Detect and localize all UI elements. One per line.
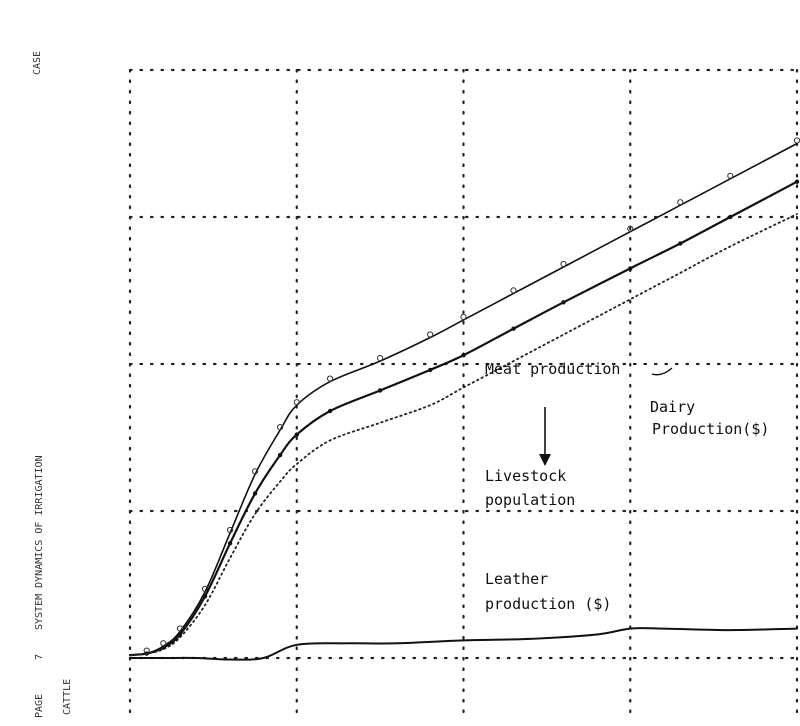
data-point — [201, 585, 209, 593]
data-point — [277, 452, 283, 458]
margin-page: PAGE — [34, 694, 45, 718]
data-point — [627, 225, 634, 232]
data-point — [252, 491, 258, 496]
data-point — [252, 468, 259, 475]
data-point — [277, 424, 284, 431]
series-line-dairy-production — [129, 213, 798, 656]
data-point — [728, 214, 733, 220]
data-point — [377, 355, 384, 362]
data-point — [460, 313, 467, 320]
data-point — [294, 432, 299, 437]
livestock-arrow-head — [539, 454, 551, 466]
data-point — [176, 625, 184, 632]
data-point — [678, 241, 683, 246]
data-point — [794, 179, 800, 184]
meat-label-leader — [651, 367, 673, 376]
data-point — [793, 137, 800, 144]
data-point — [677, 199, 684, 206]
data-point — [427, 331, 434, 338]
data-point — [227, 541, 233, 546]
grid — [128, 68, 800, 722]
label-leather-1: Leather — [485, 570, 548, 588]
margin-cattle: CATTLE — [62, 679, 73, 715]
data-point — [461, 353, 466, 358]
series-line-meat-production — [129, 142, 798, 656]
data-point — [202, 594, 208, 599]
label-dairy-1: Dairy — [650, 398, 695, 416]
label-meat-production: Meat production — [485, 360, 620, 378]
data-point — [511, 326, 516, 331]
data-point — [377, 388, 383, 393]
label-livestock-1: Livestock — [485, 467, 566, 485]
margin-run-title: SYSTEM DYNAMICS OF IRRIGATION — [34, 455, 45, 630]
data-point — [428, 367, 433, 373]
data-point — [560, 260, 567, 268]
data-point — [293, 399, 300, 406]
series-layer — [128, 137, 800, 661]
data-point — [628, 266, 633, 271]
label-leather-2: production ($) — [485, 595, 611, 613]
margin-case: CASE — [32, 51, 43, 75]
data-point — [561, 300, 566, 305]
label-dairy-2: Production($) — [652, 420, 769, 438]
data-point — [160, 640, 167, 647]
data-point — [510, 287, 517, 294]
data-point — [727, 172, 734, 179]
label-livestock-2: population — [485, 491, 575, 509]
margin-page-number: 7 — [34, 654, 45, 660]
series-line-leather-production — [129, 627, 798, 661]
data-point — [327, 375, 334, 382]
data-point — [227, 526, 234, 534]
data-point — [327, 408, 333, 414]
